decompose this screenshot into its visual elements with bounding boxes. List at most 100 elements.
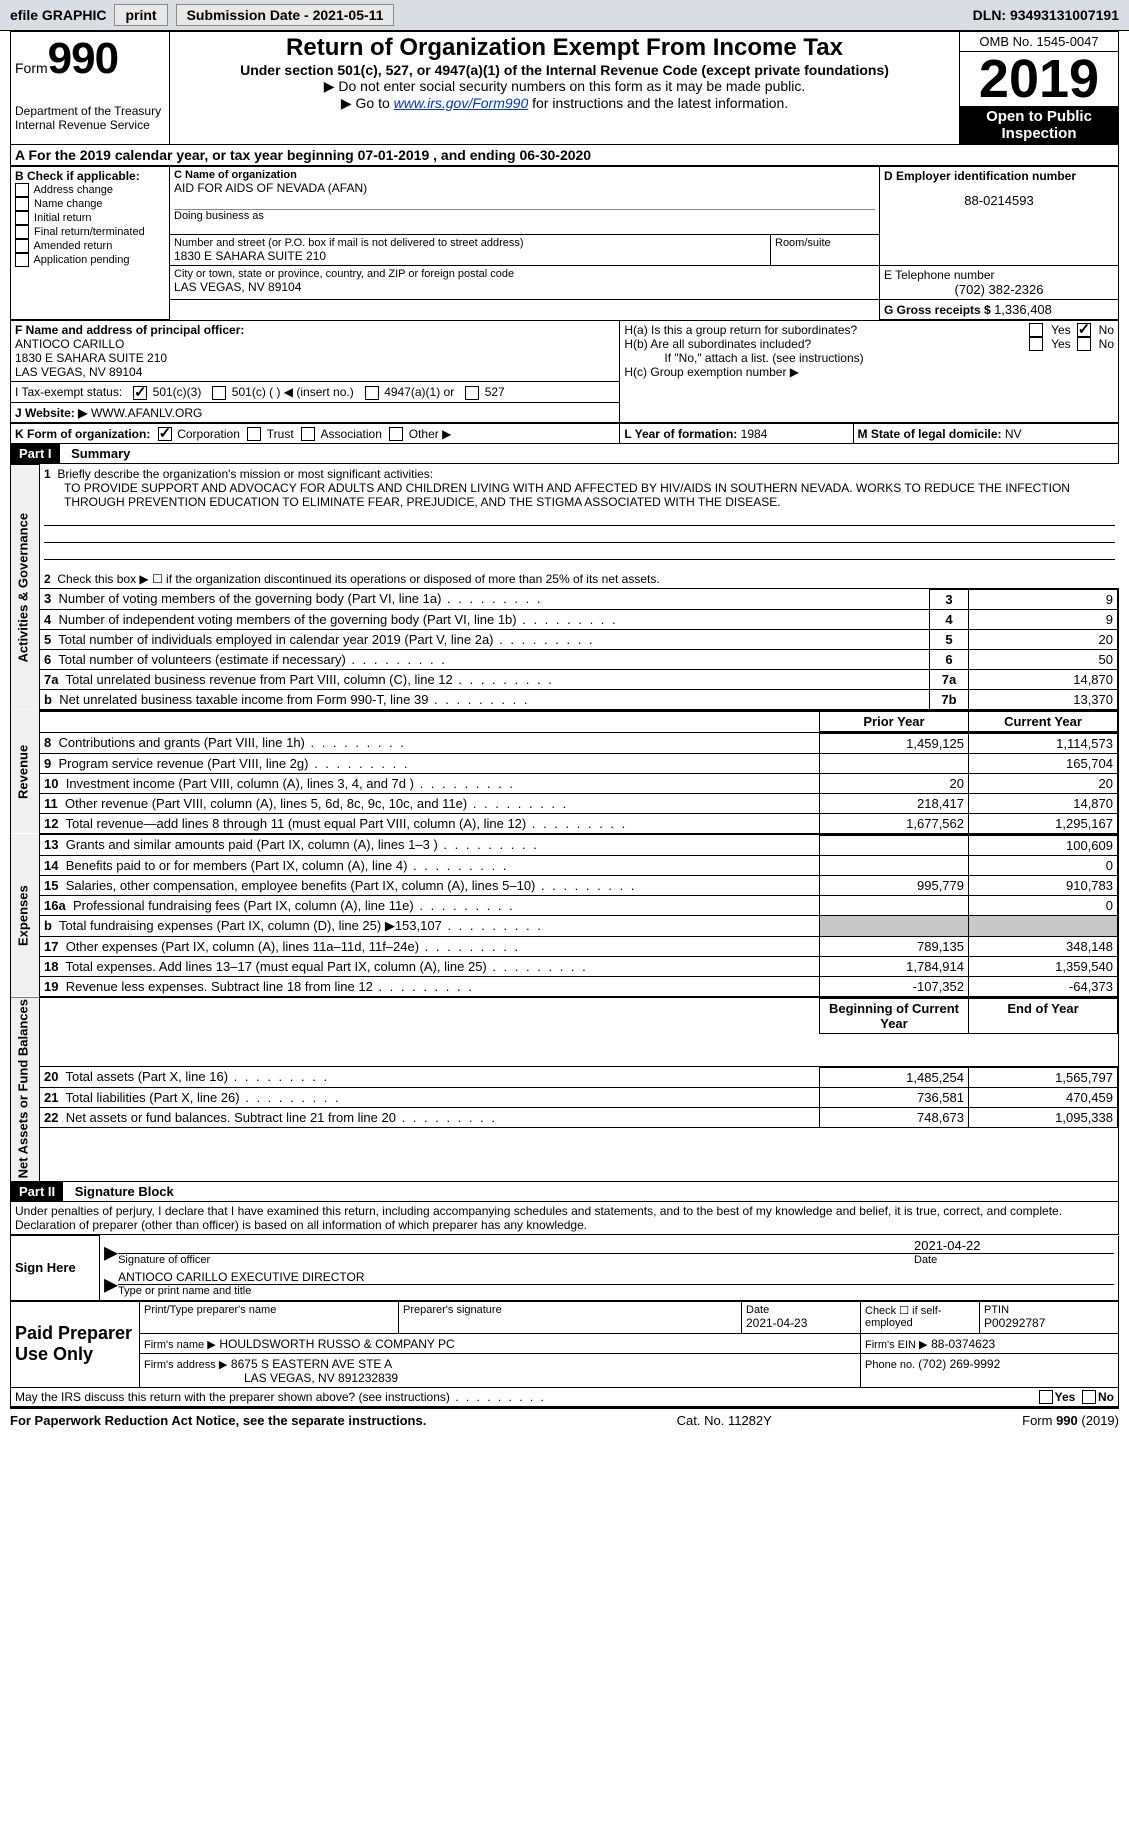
title-cell: Return of Organization Exempt From Incom… [170,32,960,145]
summary-row: 18 Total expenses. Add lines 13–17 (must… [40,956,1118,976]
officer-sig-name: ANTIOCO CARILLO EXECUTIVE DIRECTOR [118,1270,1114,1285]
tax-status-checkbox[interactable] [465,386,479,400]
summary-row: 5 Total number of individuals employed i… [40,629,1118,649]
org-form-option: Other ▶ [382,426,451,441]
part1-header: Part I Summary [10,444,1119,464]
boxb-item: Address change [15,183,165,197]
period-begin: 07-01-2019 [358,147,430,163]
paid-prep-label: Paid Preparer Use Only [11,1301,140,1387]
vlabel-exp: Expenses [11,834,40,997]
perjury-text: Under penalties of perjury, I declare th… [10,1202,1119,1235]
part2-num: Part II [11,1182,63,1201]
boxb-item: Name change [15,197,165,211]
box-g: G Gross receipts $ 1,336,408 [880,300,1119,320]
hb-yes-checkbox[interactable] [1029,337,1043,351]
officer-city: LAS VEGAS, NV 89104 [15,365,615,379]
open-public-1: Open to Public [986,108,1092,125]
tax-year: 2019 [960,52,1118,106]
hb-no-checkbox[interactable] [1077,337,1091,351]
box-h: H(a) Is this a group return for subordin… [620,321,1119,423]
firm-ein: 88-0374623 [931,1337,995,1351]
discuss-row: May the IRS discuss this return with the… [10,1388,1119,1407]
box-i: I Tax-exempt status: 501(c)(3) 501(c) ( … [11,382,620,403]
period-end: 06-30-2020 [519,147,591,163]
dept-treasury: Department of the Treasury [15,104,165,118]
part2-header: Part II Signature Block [10,1182,1119,1202]
box-l: L Year of formation: 1984 [620,423,853,444]
org-form-checkbox[interactable] [247,427,261,441]
rev-head: Prior Year Current Year [40,710,1119,732]
sig-date: 2021-04-22 [914,1238,1114,1254]
box-j: J Website: ▶ WWW.AFANLV.ORG [11,402,620,422]
org-form-checkbox[interactable] [301,427,315,441]
summary-row: 7a Total unrelated business revenue from… [40,669,1118,689]
discuss-yes-checkbox[interactable] [1039,1390,1053,1404]
summary-row: b Total fundraising expenses (Part IX, c… [40,915,1118,936]
summary-row: 21 Total liabilities (Part X, line 26)73… [40,1087,1118,1107]
efile-label: efile GRAPHIC [10,7,106,23]
entity-table: B Check if applicable: Address change Na… [10,166,1119,320]
box-c-name: C Name of organization AID FOR AIDS OF N… [170,167,880,235]
tax-status-option: 501(c)(3) [126,384,202,399]
link-notice: ▶ Go to www.irs.gov/Form990 for instruct… [174,95,955,112]
firm-addr2: LAS VEGAS, NV 891232839 [144,1371,856,1385]
ag-rows: 3 Number of voting members of the govern… [40,588,1119,710]
summary-row: 16a Professional fundraising fees (Part … [40,895,1118,915]
paid-preparer-table: Paid Preparer Use Only Print/Type prepar… [10,1301,1119,1388]
boxb-checkbox[interactable] [15,183,29,197]
tax-status-checkbox[interactable] [133,386,147,400]
summary-row: 22 Net assets or fund balances. Subtract… [40,1107,1118,1127]
print-button[interactable]: print [114,4,167,26]
part1-num: Part I [11,444,60,463]
box-b: B Check if applicable: Address change Na… [11,167,170,320]
box-m: M State of legal domicile: NV [853,423,1118,444]
summary-row: 13 Grants and similar amounts paid (Part… [40,835,1118,855]
website-value: WWW.AFANLV.ORG [91,406,202,420]
tax-status-option: 4947(a)(1) or [354,384,455,399]
city-value: LAS VEGAS, NV 89104 [174,280,875,294]
klm-row: K Form of organization: Corporation Trus… [10,423,1119,445]
boxb-checkbox[interactable] [15,253,29,267]
org-form-option: Corporation [154,426,240,441]
boxb-checkbox[interactable] [15,197,29,211]
part1-table: Activities & Governance 1 Briefly descri… [10,464,1119,1182]
submission-date-button[interactable]: Submission Date - 2021-05-11 [176,4,395,26]
tax-status-option: 527 [454,384,505,399]
boxb-checkbox[interactable] [15,225,29,239]
dln-label: DLN: 93493131007191 [973,7,1119,23]
vlabel-ag: Activities & Governance [11,465,40,711]
ha-yes-checkbox[interactable] [1029,323,1043,337]
ein-value: 88-0214593 [884,193,1114,208]
box-c-city: City or town, state or province, country… [170,266,880,300]
summary-row: 6 Total number of volunteers (estimate i… [40,649,1118,669]
boxb-checkbox[interactable] [15,239,29,253]
footer-row: For Paperwork Reduction Act Notice, see … [10,1409,1119,1432]
org-name: AID FOR AIDS OF NEVADA (AFAN) [174,181,875,195]
boxb-item: Application pending [15,253,165,267]
box-k: K Form of organization: Corporation Trus… [11,423,620,444]
summary-row: 4 Number of independent voting members o… [40,609,1118,629]
sign-here-table: Sign Here ▸ 2021-04-22 Signature of offi… [10,1235,1119,1301]
summary-row: 15 Salaries, other compensation, employe… [40,875,1118,895]
boxb-item: Amended return [15,239,165,253]
discuss-no-checkbox[interactable] [1082,1390,1096,1404]
gross-receipts: 1,336,408 [994,302,1052,317]
org-form-checkbox[interactable] [158,427,172,441]
org-form-checkbox[interactable] [389,427,403,441]
box-d: D Employer identification number 88-0214… [880,167,1119,266]
prep-date: 2021-04-23 [746,1316,856,1330]
part1-title: Summary [63,444,138,463]
ha-no-checkbox[interactable] [1077,323,1091,337]
state-domicile: NV [1005,427,1022,441]
tax-status-checkbox[interactable] [212,386,226,400]
self-employed-cell: Check ☐ if self-employed [861,1301,980,1333]
pra-notice: For Paperwork Reduction Act Notice, see … [10,1413,426,1428]
tax-status-checkbox[interactable] [365,386,379,400]
org-form-option: Association [294,426,382,441]
phone-value: (702) 382-2326 [884,282,1114,297]
boxb-checkbox[interactable] [15,211,29,225]
efile-topbar: efile GRAPHIC print Submission Date - 20… [0,0,1129,31]
form-number: 990 [48,34,118,83]
boxb-item: Initial return [15,211,165,225]
irs-link[interactable]: www.irs.gov/Form990 [394,95,529,111]
